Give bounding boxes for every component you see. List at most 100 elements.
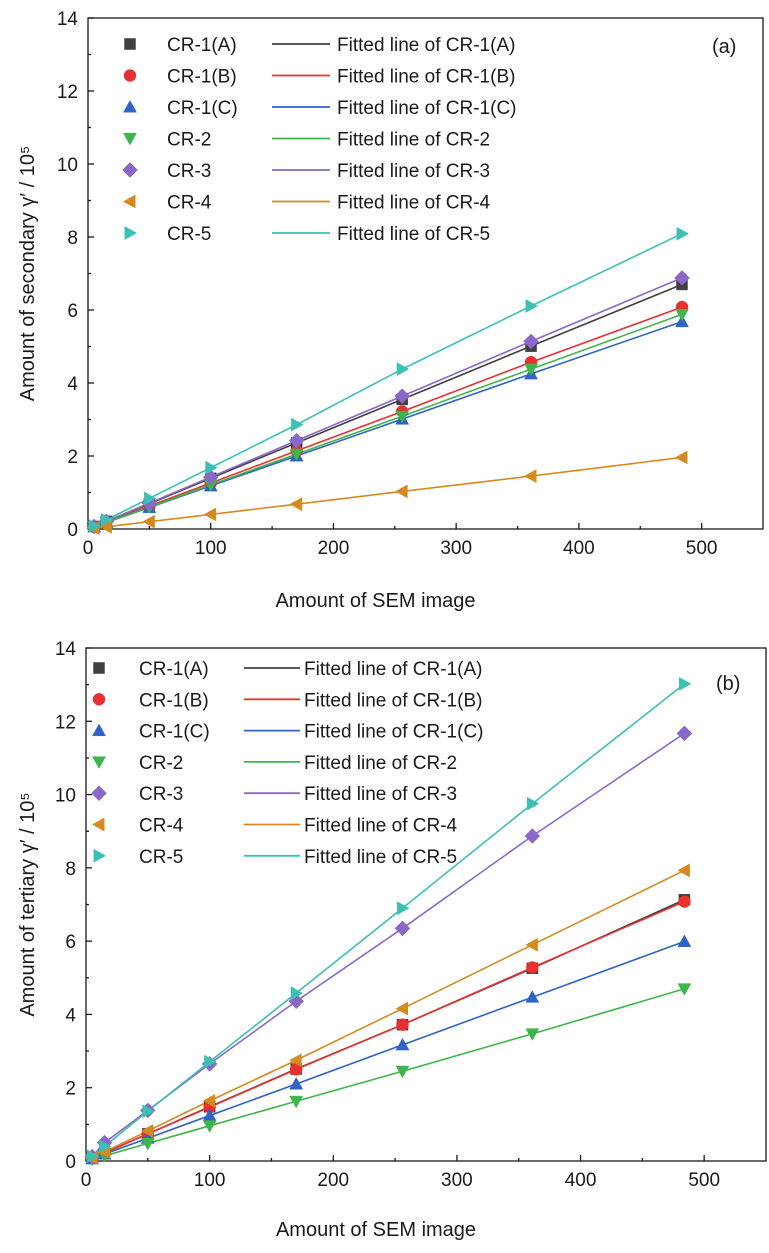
data-point	[676, 226, 690, 241]
data-point	[677, 983, 692, 996]
data-point	[140, 1124, 154, 1138]
legend-fit-name: Fitted line of CR-1(C)	[337, 98, 517, 119]
data-point	[203, 507, 217, 522]
data-point	[677, 863, 690, 878]
y-axis-label: Amount of secondary γ′ / 10⁵	[17, 146, 39, 402]
data-point	[675, 308, 689, 322]
legend-series-name: CR-1(C)	[139, 722, 210, 743]
y-tick-label: 12	[55, 712, 76, 733]
data-point	[524, 469, 537, 483]
data-point	[524, 363, 538, 377]
fitted-line	[93, 283, 683, 528]
fitted-line	[91, 900, 685, 1160]
data-point	[100, 512, 114, 527]
legend-series-name: CR-2	[167, 130, 211, 151]
data-point	[288, 432, 305, 449]
panel-label: (a)	[712, 36, 736, 58]
data-point	[395, 1037, 410, 1051]
panel-label: (b)	[716, 673, 740, 695]
x-tick-label: 400	[563, 538, 595, 559]
y-tick-label: 2	[67, 447, 78, 468]
data-point	[88, 519, 102, 534]
x-tick-label: 100	[194, 1170, 226, 1191]
data-point	[523, 333, 539, 350]
data-point	[524, 828, 541, 844]
data-point	[525, 1028, 540, 1041]
data-point	[674, 450, 688, 465]
legend-fit-name: Fitted line of CR-3	[337, 161, 490, 182]
x-tick-label: 300	[440, 538, 472, 559]
fitted-line	[93, 313, 683, 528]
data-point	[395, 1065, 410, 1079]
plot-frame	[87, 17, 764, 530]
legend-fit-name: Fitted line of CR-1(B)	[304, 690, 482, 711]
data-point	[289, 1095, 304, 1109]
data-point	[526, 796, 540, 811]
data-point	[204, 1054, 217, 1069]
legend-marker	[91, 785, 107, 802]
x-tick-label: 100	[195, 538, 227, 559]
y-tick-label: 8	[65, 859, 76, 880]
legend-series-name: CR-3	[167, 161, 211, 182]
y-tick-label: 14	[57, 9, 79, 30]
y-tick-label: 0	[67, 520, 78, 541]
x-tick-label: 0	[81, 1170, 92, 1191]
data-point	[291, 417, 304, 432]
y-tick-label: 2	[65, 1079, 76, 1100]
x-tick-label: 500	[688, 1170, 720, 1191]
y-tick-label: 0	[65, 1152, 76, 1173]
y-tick-label: 4	[65, 1005, 76, 1026]
legend: CR-1(A) Fitted line of CR-1(A) CR-1(B) Fitt…	[91, 659, 484, 868]
fitted-line	[93, 277, 683, 528]
data-point	[678, 895, 691, 908]
y-tick-label: 8	[67, 228, 78, 249]
y-tick-label: 14	[55, 639, 77, 660]
legend-fit-name: Fitted line of CR-1(B)	[337, 67, 515, 88]
data-point	[678, 676, 692, 691]
legend-marker	[122, 162, 138, 178]
data-point	[677, 934, 692, 947]
legend-marker	[123, 99, 137, 113]
legend-marker	[92, 756, 106, 769]
data-point	[396, 362, 410, 377]
data-point	[289, 1053, 302, 1068]
data-point	[290, 986, 304, 1001]
data-point	[142, 1104, 155, 1119]
x-tick-label: 0	[83, 538, 94, 559]
legend-marker	[122, 194, 136, 209]
data-point	[395, 1001, 408, 1016]
x-axis-label: Amount of SEM image	[275, 590, 475, 612]
x-tick-label: 200	[318, 538, 350, 559]
y-tick-label: 4	[67, 374, 78, 395]
data-point	[140, 1137, 155, 1151]
fitted-line	[93, 232, 683, 527]
legend-fit-name: Fitted line of CR-4	[337, 193, 491, 214]
chart-panel-1: 0 100 200 300 400 500 0 2 4 6 8 10 12 14 Amount of SEM…	[17, 639, 767, 1241]
fitted-line	[93, 320, 683, 528]
legend-marker	[124, 38, 136, 50]
legend-marker	[123, 133, 137, 146]
y-axis-label: Amount of tertiary γ′ / 10⁵	[17, 792, 39, 1016]
data-point	[397, 901, 410, 916]
fitted-line	[91, 869, 685, 1159]
data-point	[202, 1093, 216, 1108]
data-point	[394, 388, 411, 404]
legend-marker	[91, 817, 105, 832]
data-point	[143, 491, 157, 506]
data-point	[394, 920, 411, 937]
legend-fit-name: Fitted line of CR-5	[304, 847, 457, 868]
y-tick-label: 10	[57, 155, 78, 176]
legend-fit-name: Fitted line of CR-1(A)	[337, 35, 515, 56]
data-point	[525, 990, 540, 1003]
legend-marker	[92, 693, 106, 706]
legend-fit-name: Fitted line of CR-1(C)	[304, 722, 484, 743]
data-point	[395, 410, 410, 424]
legend: CR-1(A) Fitted line of CR-1(A) CR-1(B) Fitt…	[122, 35, 517, 245]
fitted-line	[91, 988, 685, 1160]
data-point	[99, 1139, 112, 1154]
legend-series-name: CR-4	[139, 816, 184, 837]
legend-fit-name: Fitted line of CR-5	[337, 224, 490, 245]
fitted-line	[91, 683, 685, 1157]
legend-series-name: CR-1(B)	[139, 690, 209, 711]
